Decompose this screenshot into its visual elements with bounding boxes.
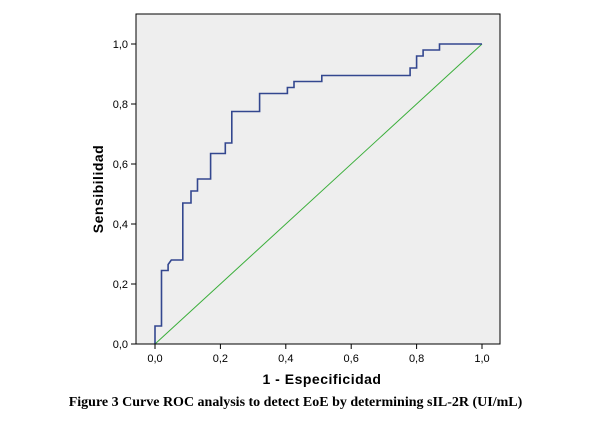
x-axis: 0,0 0,2 0,4 0,6 0,8 1,0 — [147, 344, 490, 365]
y-tick-label: 1,0 — [113, 39, 128, 51]
x-tick-label: 0,4 — [278, 353, 293, 365]
x-tick-label: 0,8 — [409, 353, 424, 365]
x-tick-label: 0,0 — [147, 353, 162, 365]
y-tick-label: 0,6 — [113, 159, 128, 171]
y-axis-title: Sensibilidad — [90, 145, 106, 233]
figure-caption: Figure 3 Curve ROC analysis to detect Eo… — [68, 395, 523, 410]
plot-area — [136, 14, 500, 344]
y-tick-label: 0,0 — [113, 339, 128, 351]
roc-curve-line — [154, 43, 482, 344]
y-tick-label: 0,8 — [113, 99, 128, 111]
y-tick-label: 0,4 — [113, 219, 128, 231]
y-axis: 0,0 0,2 0,4 0,6 0,8 1,0 — [113, 39, 136, 351]
x-tick-label: 0,2 — [213, 353, 228, 365]
x-tick-label: 0,6 — [344, 353, 359, 365]
reference-diagonal-line — [154, 43, 483, 345]
plot-frame — [135, 13, 501, 345]
x-axis-title: 1 - Especificidad — [263, 371, 382, 387]
y-tick-label: 0,2 — [113, 279, 128, 291]
x-tick-label: 1,0 — [474, 353, 489, 365]
